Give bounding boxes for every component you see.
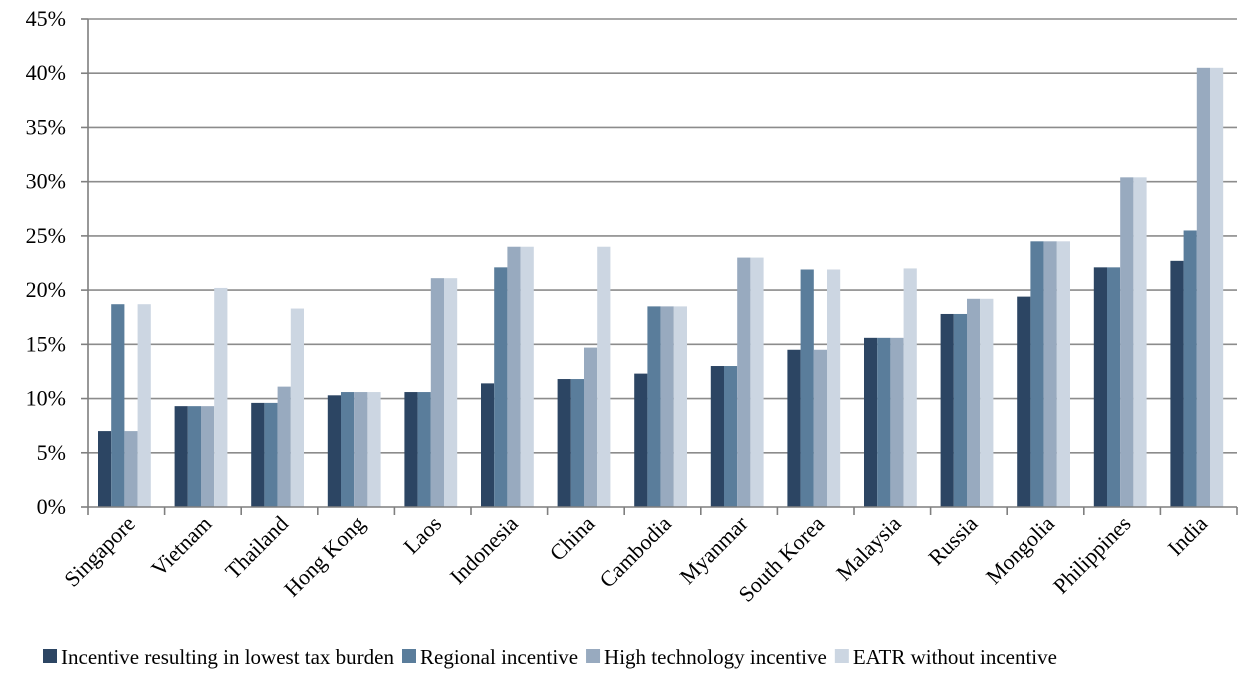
bar xyxy=(903,268,917,507)
bar xyxy=(520,246,534,507)
bar xyxy=(417,392,431,507)
bar xyxy=(724,366,738,507)
bar xyxy=(277,386,291,507)
bar xyxy=(494,267,508,507)
legend-swatch xyxy=(43,649,57,663)
legend-label: Regional incentive xyxy=(420,645,578,669)
category-label: Singapore xyxy=(59,511,140,592)
bar xyxy=(124,431,138,507)
bar xyxy=(201,406,215,507)
category-label: Vietnam xyxy=(146,511,216,581)
category-label: Myanmar xyxy=(674,510,753,589)
bar xyxy=(877,337,891,507)
category-label: China xyxy=(545,511,600,566)
bar xyxy=(430,278,444,507)
category-label: Philippines xyxy=(1048,511,1136,599)
bar xyxy=(597,246,611,507)
bar xyxy=(750,257,764,507)
bar xyxy=(1107,267,1121,507)
y-tick-label: 35% xyxy=(26,114,66,139)
bar xyxy=(827,269,841,507)
bar xyxy=(673,306,687,507)
bar xyxy=(570,379,584,507)
bar xyxy=(1210,67,1224,508)
legend-label: EATR without incentive xyxy=(853,645,1057,669)
bar xyxy=(404,392,418,507)
bar xyxy=(737,257,751,507)
bar xyxy=(111,304,125,507)
bar xyxy=(787,349,801,507)
bar xyxy=(967,298,981,507)
bar xyxy=(1093,267,1107,507)
bar xyxy=(1043,241,1057,508)
bar xyxy=(367,392,381,507)
axes xyxy=(81,18,1238,515)
bar xyxy=(890,337,904,507)
y-tick-label: 40% xyxy=(26,60,66,85)
bars xyxy=(98,67,1224,508)
bar xyxy=(444,278,458,507)
bar xyxy=(264,402,278,507)
legend: Incentive resulting in lowest tax burden… xyxy=(43,645,1057,669)
bar xyxy=(800,269,814,507)
bar xyxy=(1170,260,1184,507)
y-tick-label: 10% xyxy=(26,386,66,411)
y-axis-tick-labels: 0% 5% 10% 15% 20% 25% 30% 35% 40% 45% xyxy=(26,6,66,519)
bar xyxy=(98,431,112,507)
bar xyxy=(137,304,151,507)
category-label: Thailand xyxy=(220,511,293,584)
bar xyxy=(1196,67,1210,508)
bar xyxy=(557,379,571,507)
y-tick-label: 0% xyxy=(37,494,66,519)
y-tick-label: 20% xyxy=(26,277,66,302)
bar xyxy=(953,313,967,507)
legend-swatch xyxy=(834,649,849,663)
category-label: Indonesia xyxy=(445,511,523,589)
legend-swatch xyxy=(402,649,416,663)
category-label: Laos xyxy=(398,511,446,559)
category-label: India xyxy=(1163,511,1213,561)
y-tick-label: 5% xyxy=(37,440,66,465)
bar xyxy=(327,395,341,507)
bar xyxy=(251,402,265,507)
y-tick-label: 30% xyxy=(26,169,66,194)
category-label: Mongolia xyxy=(981,511,1059,589)
bar xyxy=(1183,230,1197,507)
bar xyxy=(660,306,674,507)
legend-label: Incentive resulting in lowest tax burden xyxy=(61,645,394,669)
category-label: Malaysia xyxy=(831,511,906,586)
bar xyxy=(980,298,994,507)
bar xyxy=(1017,296,1031,507)
category-label: Russia xyxy=(923,511,982,570)
bar xyxy=(174,406,188,507)
y-tick-label: 15% xyxy=(26,331,66,356)
y-tick-label: 25% xyxy=(26,223,66,248)
bar xyxy=(1056,241,1070,508)
bar xyxy=(940,313,954,507)
bar xyxy=(647,306,661,507)
category-label: Hong Kong xyxy=(279,511,370,602)
bar xyxy=(214,287,228,507)
category-label: Cambodia xyxy=(594,511,676,593)
bar xyxy=(341,392,355,507)
bar xyxy=(634,373,648,507)
bar xyxy=(710,366,724,507)
y-tick-label: 45% xyxy=(26,6,66,31)
bar xyxy=(864,337,878,507)
bar xyxy=(1133,177,1147,507)
bar xyxy=(187,406,201,507)
legend-label: High technology incentive xyxy=(604,645,827,669)
legend-swatch xyxy=(586,649,601,663)
bar xyxy=(584,347,598,507)
bar xyxy=(813,349,827,507)
bar xyxy=(1030,241,1044,508)
bar xyxy=(1120,177,1134,507)
bar xyxy=(481,383,495,507)
bar xyxy=(507,246,521,507)
bar xyxy=(290,308,304,507)
bar xyxy=(354,392,368,507)
